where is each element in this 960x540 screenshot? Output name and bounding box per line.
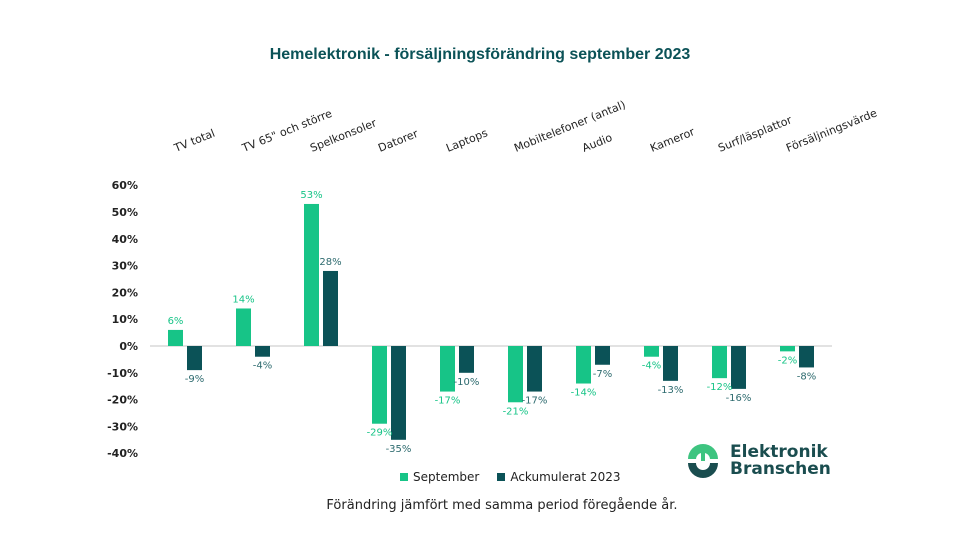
- data-label-september: 6%: [168, 316, 184, 327]
- data-label-september: -14%: [571, 388, 597, 399]
- logo-mark-icon: [688, 444, 718, 478]
- category-labels: TV total TV 65" och störreSpelkonsolerDat…: [171, 98, 879, 155]
- logo-text-line1: Elektronik: [730, 442, 828, 462]
- y-tick-label: 10%: [112, 313, 138, 326]
- category-label: Datorer: [376, 127, 420, 155]
- data-label-ackumulerat: -17%: [522, 396, 548, 407]
- data-label-ackumulerat: -35%: [386, 444, 412, 455]
- footnote: Förändring jämfört med samma period före…: [326, 498, 678, 513]
- bar-ackumulerat: [187, 346, 202, 371]
- bar-ackumulerat: [663, 346, 678, 381]
- y-tick-label: 40%: [112, 233, 138, 246]
- data-label-ackumulerat: -8%: [797, 371, 816, 382]
- legend-item-ackumulerat: Ackumulerat 2023: [497, 470, 620, 484]
- bar-ackumulerat: [595, 346, 610, 365]
- y-tick-label: -20%: [107, 394, 138, 407]
- category-label: Kameror: [648, 125, 697, 155]
- legend-swatch-ackumulerat: [497, 473, 506, 481]
- category-label: TV total: [171, 127, 217, 156]
- data-label-ackumulerat: -7%: [593, 369, 612, 380]
- category-label: Laptops: [444, 126, 490, 154]
- legend-swatch-september: [400, 473, 408, 481]
- y-tick-label: -40%: [107, 447, 138, 460]
- data-label-ackumulerat: 28%: [319, 257, 341, 268]
- bar-september: [168, 329, 183, 346]
- category-label: Audio: [580, 131, 614, 155]
- bar-september: [440, 346, 455, 392]
- chart-title: Hemelektronik - försäljningsförändring s…: [269, 46, 691, 63]
- category-label: Surf/läsplattor: [716, 113, 794, 155]
- legend: September Ackumulerat 2023: [400, 470, 620, 484]
- bar-ackumulerat: [391, 346, 406, 440]
- category-label: Försäljningsvärde: [784, 106, 879, 154]
- y-tick-label: 30%: [112, 260, 138, 273]
- bar-ackumulerat: [459, 346, 474, 373]
- bar-september: [576, 346, 591, 384]
- data-label-ackumulerat: -16%: [726, 393, 752, 404]
- data-label-september: -12%: [707, 382, 733, 393]
- bars: [168, 203, 814, 440]
- data-label-september: 53%: [300, 190, 322, 201]
- data-labels: 6%-9%14%-4%53%28%-29%-35%-17%-10%-21%-17…: [168, 190, 817, 455]
- bar-september: [236, 308, 251, 346]
- elektronikbranschen-logo: Elektronik Branschen: [686, 444, 831, 478]
- y-tick-label: -30%: [107, 420, 138, 433]
- bar-ackumulerat: [255, 346, 270, 357]
- category-label: Mobiltelefoner (antal): [512, 98, 627, 155]
- data-label-september: -21%: [503, 406, 529, 417]
- data-label-ackumulerat: -13%: [658, 385, 684, 396]
- bar-ackumulerat: [527, 346, 542, 392]
- y-tick-label: 20%: [112, 286, 138, 299]
- data-label-ackumulerat: -9%: [185, 374, 204, 385]
- bar-ackumulerat: [731, 346, 746, 389]
- legend-label-ackumulerat: Ackumulerat 2023: [510, 470, 621, 484]
- bar-september: [508, 346, 523, 403]
- data-label-september: -17%: [435, 396, 461, 407]
- data-label-september: -29%: [367, 428, 393, 439]
- data-label-ackumulerat: -10%: [454, 377, 480, 388]
- legend-label-september: September: [413, 470, 480, 484]
- bar-ackumulerat: [323, 270, 338, 346]
- y-tick-label: 50%: [112, 206, 138, 219]
- bar-september: [780, 346, 795, 352]
- bar-ackumulerat: [799, 346, 814, 368]
- logo-text-line2: Branschen: [730, 459, 831, 479]
- y-axis: 60% 50% 40% 30% 20% 10% 0% -10% -20% -30% -40%: [107, 179, 832, 460]
- data-label-september: -4%: [642, 361, 661, 372]
- bar-september: [372, 346, 387, 424]
- data-label-september: 14%: [232, 294, 254, 305]
- bar-september: [304, 203, 319, 346]
- bar-september: [644, 346, 659, 357]
- y-tick-label: -10%: [107, 367, 138, 380]
- y-tick-label: 60%: [112, 179, 138, 192]
- legend-item-september: September: [400, 470, 479, 484]
- data-label-ackumulerat: -4%: [253, 361, 272, 372]
- bar-september: [712, 346, 727, 379]
- y-tick-label: 0%: [119, 340, 138, 353]
- data-label-september: -2%: [778, 355, 797, 366]
